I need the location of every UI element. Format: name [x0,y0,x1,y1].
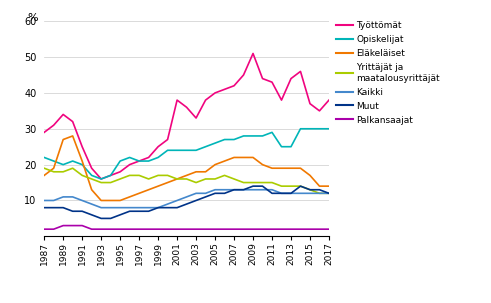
Text: %: % [27,13,38,23]
Legend: Työttömät, Opiskelijat, Eläkeläiset, Yrittäjät ja
maatalousyrittäjät, Kaikki, Mu: Työttömät, Opiskelijat, Eläkeläiset, Yri… [336,22,440,125]
